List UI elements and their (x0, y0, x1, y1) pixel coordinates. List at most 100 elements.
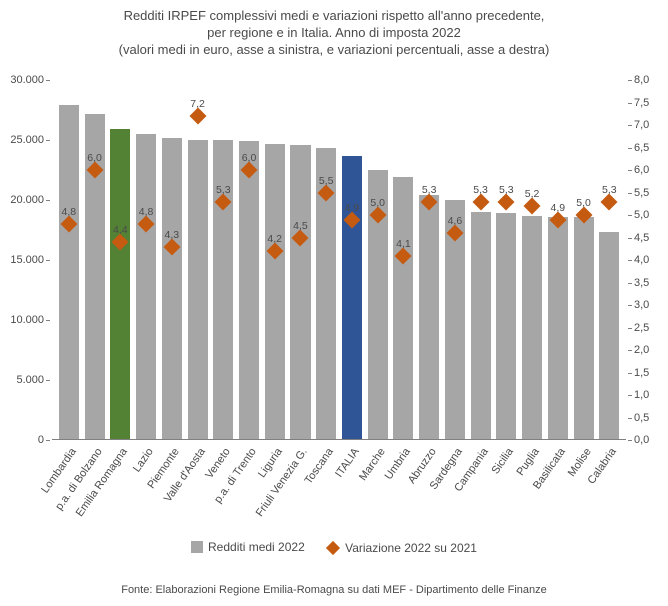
variation-label: 5,3 (473, 184, 488, 196)
bars-wrap: 4,8 6,0 4,4 4,8 4,3 7,2 5,3 6,0 4,2 4,5 5,5 4,9 5,0 4… (52, 80, 626, 440)
y-left-tick: 10.000 (10, 314, 44, 326)
x-category-label: p.a. di Trento (236, 442, 262, 532)
bar-slot: 7,2 (185, 80, 211, 440)
variation-label: 4,5 (293, 220, 308, 232)
bar-slot: 5,0 (571, 80, 597, 440)
variation-label: 4,9 (551, 202, 566, 214)
bar-slot: 5,3 (493, 80, 519, 440)
y-right-tick: 2,0 (634, 344, 649, 356)
variation-label: 6,0 (242, 152, 257, 164)
variation-marker (472, 193, 489, 210)
bar-slot: 5,3 (468, 80, 494, 440)
variation-label: 5,3 (216, 184, 231, 196)
income-bar (599, 232, 619, 440)
variation-label: 4,6 (448, 215, 463, 227)
income-bar (471, 212, 491, 440)
y-right-tick: 6,5 (634, 142, 649, 154)
bar-slot: 5,3 (596, 80, 622, 440)
bar-slot: 5,3 (210, 80, 236, 440)
variation-label: 4,9 (345, 202, 360, 214)
income-bar (548, 217, 568, 440)
y-right-tick: 4,5 (634, 232, 649, 244)
variation-marker (498, 193, 515, 210)
legend-markers-label: Variazione 2022 su 2021 (345, 541, 477, 555)
income-bar (162, 138, 182, 440)
bar-slot: 4,1 (391, 80, 417, 440)
y-right-tick: 0,0 (634, 434, 649, 446)
bar-slot: 4,8 (56, 80, 82, 440)
variation-marker (189, 108, 206, 125)
variation-label: 5,0 (370, 197, 385, 209)
x-category-label: ITALIA (339, 442, 365, 532)
variation-label: 5,2 (525, 188, 540, 200)
income-bar (419, 195, 439, 440)
legend: Redditi medi 2022 Variazione 2022 su 202… (0, 540, 668, 556)
bar-slot: 4,8 (133, 80, 159, 440)
bar-slot: 4,9 (545, 80, 571, 440)
y-right-tick: 1,5 (634, 367, 649, 379)
y-left-tick: 20.000 (10, 194, 44, 206)
bar-slot: 6,0 (82, 80, 108, 440)
income-bar (522, 216, 542, 440)
income-bar (188, 140, 208, 440)
variation-marker (524, 198, 541, 215)
income-bar (239, 141, 259, 440)
y-axis-left: 05.00010.00015.00020.00025.00030.000 (0, 80, 50, 440)
bar-slot: 5,3 (416, 80, 442, 440)
income-bar (265, 144, 285, 440)
income-bar (496, 213, 516, 440)
bar-slot: 4,2 (262, 80, 288, 440)
x-category-label: Valle d'Aosta (185, 442, 211, 532)
legend-bars: Redditi medi 2022 (191, 540, 305, 554)
title-line3: (valori medi in euro, asse a sinistra, e… (20, 42, 648, 59)
title-line1: Redditi IRPEF complessivi medi e variazi… (20, 8, 648, 25)
income-bar (59, 105, 79, 440)
x-category-label: Calabria (596, 442, 622, 532)
y-right-tick: 5,0 (634, 209, 649, 221)
y-right-tick: 6,0 (634, 164, 649, 176)
bar-slot: 5,0 (365, 80, 391, 440)
chart-title: Redditi IRPEF complessivi medi e variazi… (0, 0, 668, 63)
y-left-tick: 0 (38, 434, 44, 446)
variation-label: 7,2 (190, 98, 205, 110)
bar-slot: 4,5 (288, 80, 314, 440)
x-category-label: Emilia Romagna (107, 442, 133, 532)
y-left-tick: 30.000 (10, 74, 44, 86)
y-right-tick: 7,5 (634, 97, 649, 109)
x-axis-labels: Lombardiap.a. di BolzanoEmilia RomagnaLa… (52, 442, 626, 532)
variation-label: 4,2 (267, 233, 282, 245)
y-right-tick: 0,5 (634, 412, 649, 424)
y-right-tick: 8,0 (634, 74, 649, 86)
variation-label: 5,5 (319, 175, 334, 187)
x-category-label: Umbria (391, 442, 417, 532)
chart-container: Redditi IRPEF complessivi medi e variazi… (0, 0, 668, 606)
income-bar (574, 217, 594, 440)
x-category-label: Campania (468, 442, 494, 532)
source-note: Fonte: Elaborazioni Regione Emilia-Romag… (0, 584, 668, 596)
variation-marker (601, 193, 618, 210)
variation-label: 4,4 (113, 224, 128, 236)
x-category-label: Basilicata (545, 442, 571, 532)
bar-slot: 4,4 (107, 80, 133, 440)
legend-marker-swatch (326, 541, 340, 555)
y-right-tick: 1,0 (634, 389, 649, 401)
variation-label: 5,3 (422, 184, 437, 196)
variation-label: 5,0 (576, 197, 591, 209)
plot-area: 4,8 6,0 4,4 4,8 4,3 7,2 5,3 6,0 4,2 4,5 5,5 4,9 5,0 4… (52, 80, 626, 440)
bar-slot: 5,5 (313, 80, 339, 440)
variation-label: 5,3 (499, 184, 514, 196)
bar-slot: 5,2 (519, 80, 545, 440)
y-left-tick: 25.000 (10, 134, 44, 146)
income-bar (136, 134, 156, 440)
y-axis-right: 0,00,51,01,52,02,53,03,54,04,55,05,56,06… (628, 80, 668, 440)
income-bar (342, 156, 362, 440)
income-bar (110, 129, 130, 440)
bar-slot: 6,0 (236, 80, 262, 440)
legend-bars-label: Redditi medi 2022 (208, 540, 305, 554)
y-left-tick: 15.000 (10, 254, 44, 266)
variation-label: 5,3 (602, 184, 617, 196)
x-category-label: Friuli Venezia G. (288, 442, 314, 532)
variation-label: 6,0 (87, 152, 102, 164)
variation-label: 4,3 (164, 229, 179, 241)
legend-markers: Variazione 2022 su 2021 (328, 541, 477, 555)
